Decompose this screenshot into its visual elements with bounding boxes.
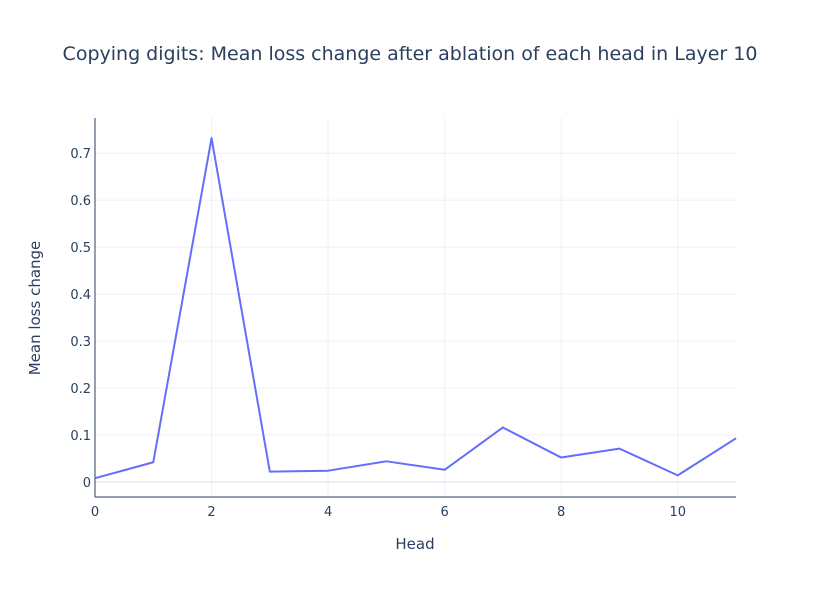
y-tick-label: 0.1 bbox=[70, 429, 91, 444]
x-tick-label: 8 bbox=[557, 505, 565, 520]
y-tick-label: 0.4 bbox=[70, 288, 91, 303]
data-point bbox=[95, 478, 96, 479]
x-tick-label: 4 bbox=[324, 505, 332, 520]
data-point bbox=[444, 469, 445, 470]
data-point bbox=[561, 457, 562, 458]
y-tick-label: 0.5 bbox=[70, 241, 91, 256]
series-line bbox=[94, 137, 737, 480]
data-point bbox=[677, 475, 678, 476]
y-tick-label: 0.7 bbox=[70, 147, 91, 162]
data-point bbox=[269, 471, 270, 472]
data-point bbox=[211, 138, 212, 139]
x-tick-label: 6 bbox=[440, 505, 448, 520]
y-tick-label: 0 bbox=[83, 476, 91, 491]
y-tick-label: 0.6 bbox=[70, 194, 91, 209]
data-point bbox=[153, 462, 154, 463]
x-tick-label: 2 bbox=[207, 505, 215, 520]
data-point bbox=[328, 470, 329, 471]
x-tick-label: 0 bbox=[91, 505, 99, 520]
series-layer bbox=[94, 137, 737, 480]
axes bbox=[94, 118, 736, 498]
data-point bbox=[502, 427, 503, 428]
tick-labels: 0 2 4 6 8 10 0 0.1 0.2 0.3 0.4 0.5 0.6 0.7 bbox=[70, 147, 686, 520]
data-point bbox=[619, 448, 620, 449]
y-tick-label: 0.2 bbox=[70, 382, 91, 397]
x-tick-label: 10 bbox=[669, 505, 686, 520]
data-point bbox=[386, 461, 387, 462]
y-axis-title: Mean loss change bbox=[26, 241, 44, 376]
grid-lines bbox=[95, 118, 736, 497]
data-point bbox=[736, 438, 737, 439]
chart-title: Copying digits: Mean loss change after a… bbox=[63, 43, 758, 65]
y-tick-label: 0.3 bbox=[70, 335, 91, 350]
x-axis-title: Head bbox=[395, 535, 434, 553]
